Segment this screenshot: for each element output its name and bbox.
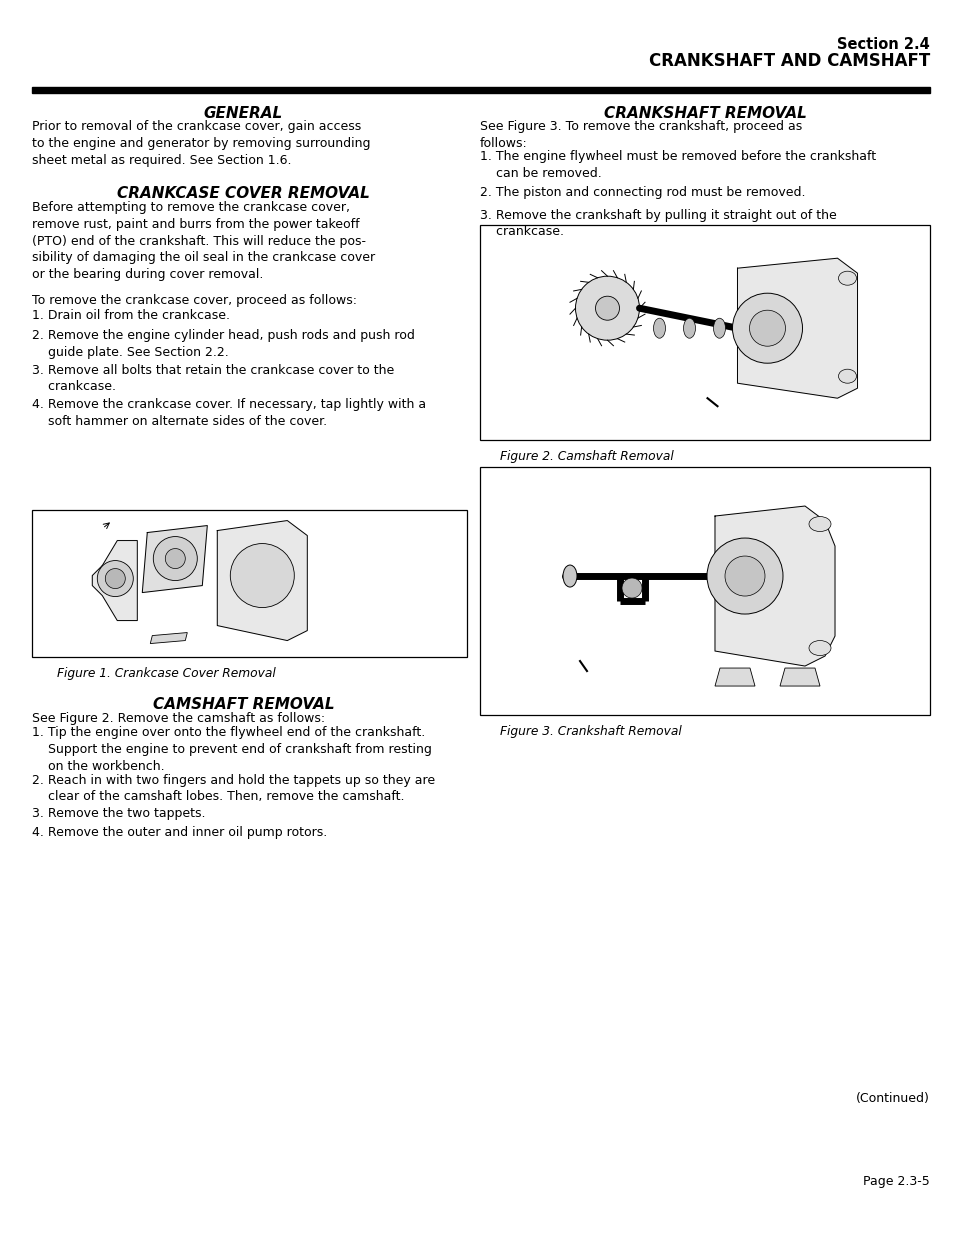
Bar: [32, 86, 929, 93]
Text: CRANKCASE COVER REMOVAL: CRANKCASE COVER REMOVAL: [117, 186, 370, 201]
Text: 1. Drain oil from the crankcase.: 1. Drain oil from the crankcase.: [32, 309, 230, 322]
Circle shape: [595, 296, 618, 320]
Text: 3. Remove all bolts that retain the crankcase cover to the
    crankcase.: 3. Remove all bolts that retain the cran…: [32, 363, 394, 394]
Circle shape: [621, 578, 641, 598]
Text: Figure 2. Camshaft Removal: Figure 2. Camshaft Removal: [499, 450, 673, 463]
Bar: [479, 225, 929, 440]
Circle shape: [97, 561, 133, 597]
Polygon shape: [151, 632, 187, 643]
Text: Figure 3. Crankshaft Removal: Figure 3. Crankshaft Removal: [499, 725, 681, 739]
Text: 1. The engine flywheel must be removed before the crankshaft
    can be removed.: 1. The engine flywheel must be removed b…: [479, 149, 875, 180]
Ellipse shape: [713, 319, 724, 338]
Text: 3. Remove the two tappets.: 3. Remove the two tappets.: [32, 806, 205, 820]
Polygon shape: [217, 521, 307, 641]
Circle shape: [153, 536, 197, 580]
Text: CRANKSHAFT AND CAMSHAFT: CRANKSHAFT AND CAMSHAFT: [648, 52, 929, 70]
Circle shape: [165, 548, 185, 568]
Text: To remove the crankcase cover, proceed as follows:: To remove the crankcase cover, proceed a…: [32, 294, 356, 308]
Ellipse shape: [682, 319, 695, 338]
Text: 2. Remove the engine cylinder head, push rods and push rod
    guide plate. See : 2. Remove the engine cylinder head, push…: [32, 330, 415, 359]
Polygon shape: [92, 541, 137, 620]
Circle shape: [706, 538, 782, 614]
Text: 1. Tip the engine over onto the flywheel end of the crankshaft.
    Support the : 1. Tip the engine over onto the flywheel…: [32, 726, 432, 773]
Ellipse shape: [562, 566, 577, 587]
Polygon shape: [737, 258, 857, 398]
Text: Before attempting to remove the crankcase cover,
remove rust, paint and burrs fr: Before attempting to remove the crankcas…: [32, 201, 375, 282]
Ellipse shape: [653, 319, 665, 338]
Text: Section 2.4: Section 2.4: [837, 37, 929, 52]
Polygon shape: [780, 668, 820, 685]
Polygon shape: [714, 506, 834, 666]
Ellipse shape: [838, 369, 856, 383]
Text: 4. Remove the crankcase cover. If necessary, tap lightly with a
    soft hammer : 4. Remove the crankcase cover. If necess…: [32, 398, 426, 427]
Circle shape: [724, 556, 764, 597]
Text: CAMSHAFT REMOVAL: CAMSHAFT REMOVAL: [152, 697, 334, 713]
Text: CRANKSHAFT REMOVAL: CRANKSHAFT REMOVAL: [603, 106, 805, 121]
Polygon shape: [142, 526, 207, 593]
Text: See Figure 3. To remove the crankshaft, proceed as
follows:: See Figure 3. To remove the crankshaft, …: [479, 120, 801, 149]
Text: (Continued): (Continued): [855, 1092, 929, 1105]
Bar: [32, 510, 467, 657]
Circle shape: [575, 277, 639, 340]
Text: GENERAL: GENERAL: [204, 106, 283, 121]
Ellipse shape: [808, 641, 830, 656]
Circle shape: [732, 293, 801, 363]
Ellipse shape: [808, 516, 830, 531]
Text: Figure 1. Crankcase Cover Removal: Figure 1. Crankcase Cover Removal: [57, 667, 275, 680]
Text: 2. The piston and connecting rod must be removed.: 2. The piston and connecting rod must be…: [479, 186, 804, 199]
Text: 4. Remove the outer and inner oil pump rotors.: 4. Remove the outer and inner oil pump r…: [32, 826, 327, 840]
Circle shape: [105, 568, 125, 589]
Text: 2. Reach in with two fingers and hold the tappets up so they are
    clear of th: 2. Reach in with two fingers and hold th…: [32, 773, 435, 804]
Text: Page 2.3-5: Page 2.3-5: [862, 1174, 929, 1188]
Text: 3. Remove the crankshaft by pulling it straight out of the
    crankcase.: 3. Remove the crankshaft by pulling it s…: [479, 209, 836, 238]
Circle shape: [749, 310, 784, 346]
Ellipse shape: [838, 272, 856, 285]
Bar: [479, 467, 929, 715]
Circle shape: [230, 543, 294, 608]
Polygon shape: [714, 668, 754, 685]
Text: Prior to removal of the crankcase cover, gain access
to the engine and generator: Prior to removal of the crankcase cover,…: [32, 120, 370, 167]
Text: See Figure 2. Remove the camshaft as follows:: See Figure 2. Remove the camshaft as fol…: [32, 713, 325, 725]
